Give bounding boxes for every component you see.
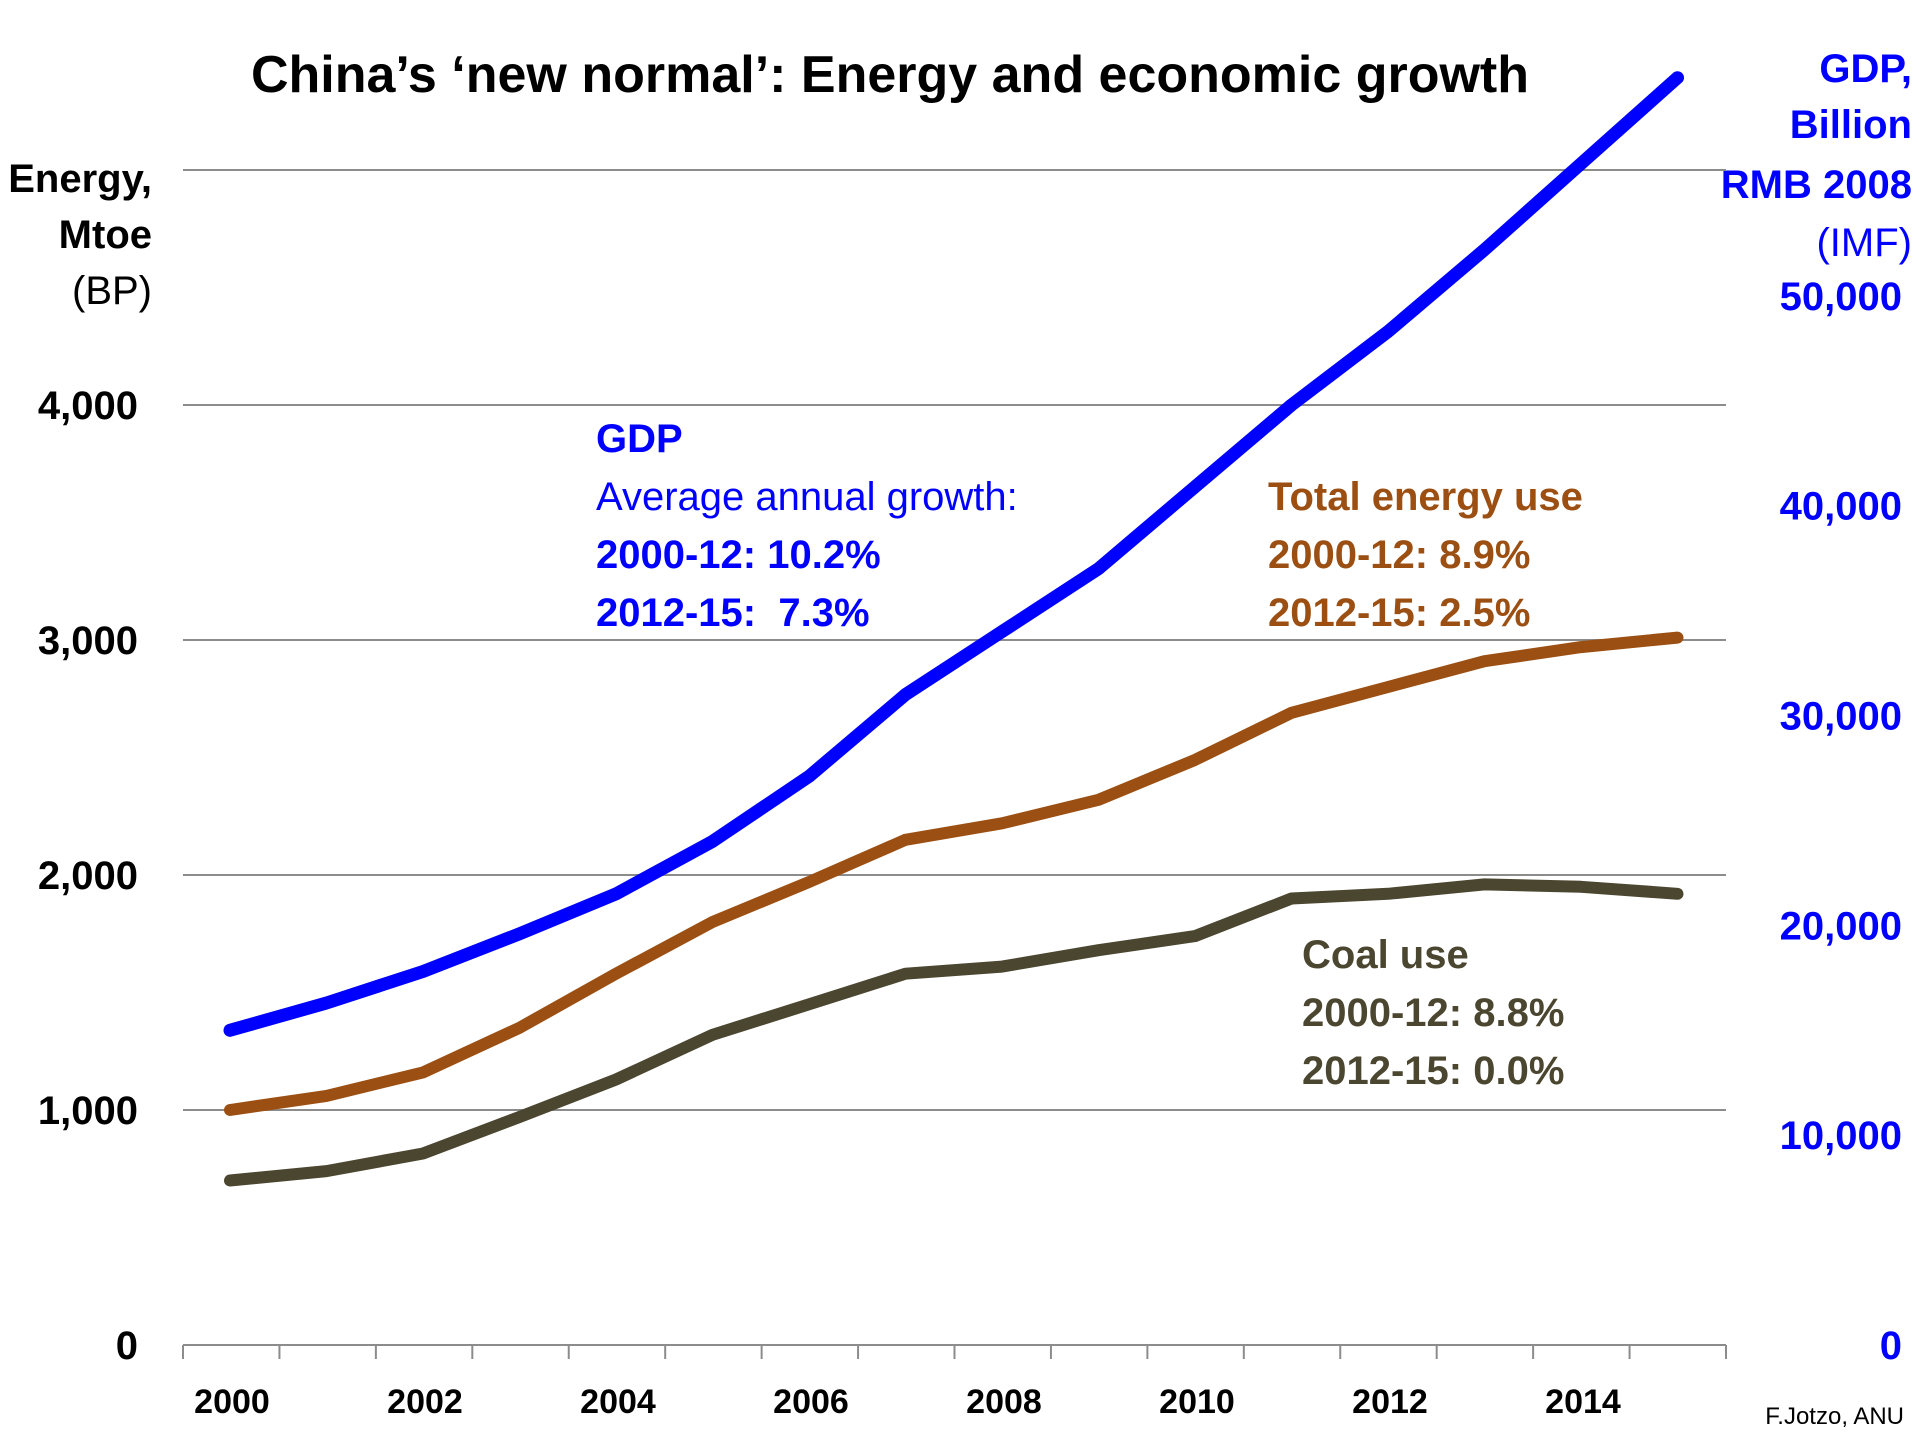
energy-line	[224, 631, 1684, 1116]
left-tick-label: 4,000	[38, 384, 138, 428]
coal-annotation-line2: 2012-15: 0.0%	[1302, 1049, 1564, 1093]
left-axis-label-line2: Mtoe	[59, 213, 152, 257]
right-axis-label-line2: Billion	[1790, 103, 1912, 147]
axes	[182, 1344, 1727, 1359]
right-tick-label: 0	[1880, 1324, 1902, 1368]
coal-annotation-title: Coal use	[1302, 933, 1469, 977]
x-tick-label: 2010	[1159, 1383, 1235, 1421]
left-tick-label: 0	[116, 1324, 138, 1368]
gdp-annotation-line2: 2012-15: 7.3%	[596, 591, 870, 635]
chart-title: China’s ‘new normal’: Energy and economi…	[251, 46, 1529, 104]
x-tick-label: 2004	[580, 1383, 656, 1421]
energy-annotation-line2: 2012-15: 2.5%	[1268, 591, 1530, 635]
left-tick-label: 1,000	[38, 1089, 138, 1133]
gdp-annotation: GDP Average annual growth: 2000-12: 10.2…	[596, 417, 1018, 635]
gdp-annotation-line1: 2000-12: 10.2%	[596, 533, 881, 577]
gdp-line	[223, 71, 1684, 1037]
right-tick-label: 20,000	[1780, 904, 1902, 948]
right-tick-label: 50,000	[1780, 275, 1902, 319]
x-tick-label: 2002	[387, 1383, 463, 1421]
gdp-annotation-title: GDP	[596, 417, 683, 461]
right-axis-label-line4: (IMF)	[1816, 221, 1912, 265]
right-axis-label-line1: GDP,	[1819, 47, 1912, 91]
left-tick-label: 3,000	[38, 619, 138, 663]
energy-annotation-line1: 2000-12: 8.9%	[1268, 533, 1530, 577]
coal-annotation: Coal use 2000-12: 8.8% 2012-15: 0.0%	[1302, 933, 1564, 1093]
x-tick-label: 2014	[1545, 1383, 1621, 1421]
left-axis-label-line3: (BP)	[72, 269, 152, 313]
left-tick-label: 2,000	[38, 854, 138, 898]
energy-annotation-title: Total energy use	[1268, 475, 1583, 519]
x-tick-label: 2000	[194, 1383, 270, 1421]
right-tick-label: 10,000	[1780, 1114, 1902, 1158]
coal-annotation-line1: 2000-12: 8.8%	[1302, 991, 1564, 1035]
series-lines	[223, 71, 1684, 1187]
x-tick-label: 2006	[773, 1383, 849, 1421]
x-tick-label: 2012	[1352, 1383, 1428, 1421]
right-axis-label-line3: RMB 2008	[1721, 163, 1912, 207]
gridlines	[183, 169, 1726, 1111]
right-tick-label: 30,000	[1780, 695, 1902, 739]
tick-labels: 0 1,000 2,000 3,000 4,000 0 10,000 20,000 30,000…	[38, 275, 1902, 1421]
gdp-annotation-subtitle: Average annual growth:	[596, 475, 1018, 519]
right-tick-label: 40,000	[1780, 485, 1902, 529]
coal-line	[224, 878, 1684, 1187]
left-axis-label-line1: Energy,	[8, 157, 152, 201]
source-credit: F.Jotzo, ANU	[1765, 1403, 1904, 1430]
energy-annotation: Total energy use 2000-12: 8.9% 2012-15: …	[1268, 475, 1583, 635]
x-tick-label: 2008	[966, 1383, 1042, 1421]
